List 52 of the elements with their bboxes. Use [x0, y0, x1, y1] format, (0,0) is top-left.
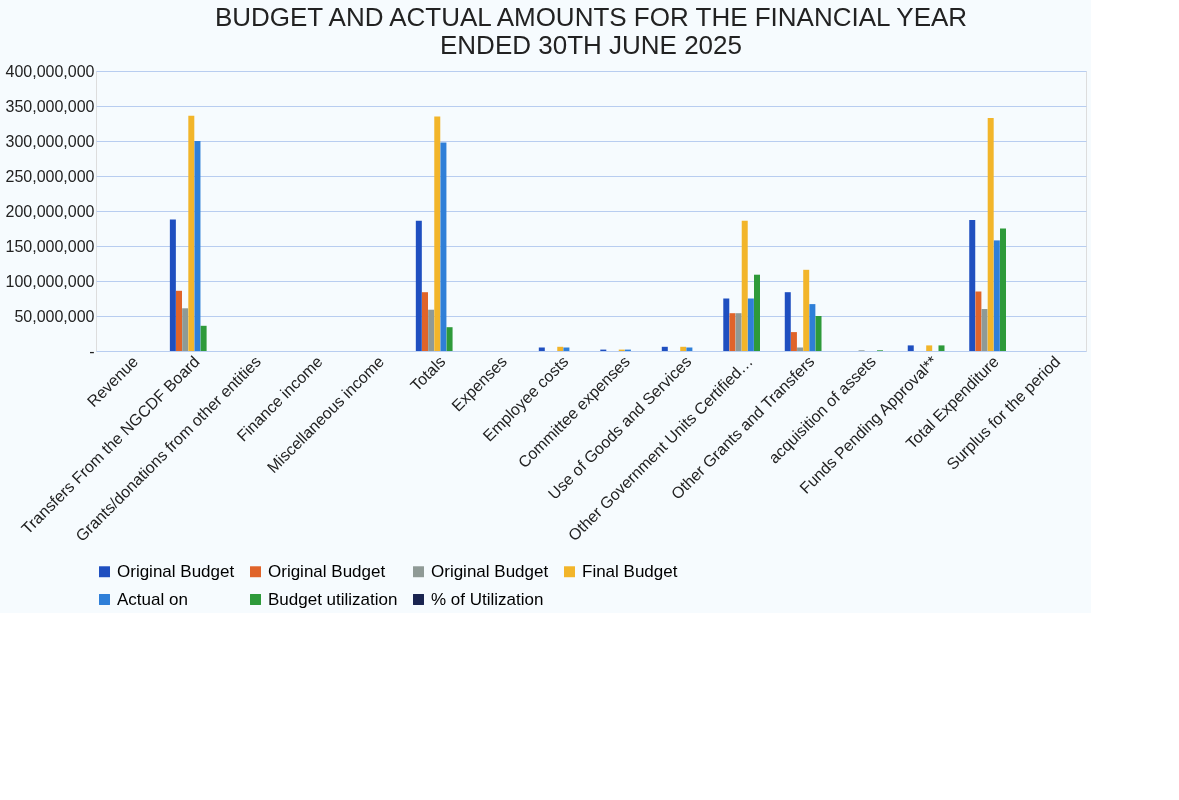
bar	[747, 298, 754, 351]
bar	[938, 345, 945, 351]
bar	[784, 292, 791, 351]
y-tick-label: 150,000,000	[5, 237, 95, 255]
bar	[926, 345, 933, 351]
y-tick-label: 200,000,000	[5, 202, 95, 220]
bar	[815, 316, 822, 351]
bar	[421, 292, 428, 351]
bar	[434, 116, 441, 351]
legend-label: Budget utilization	[268, 589, 398, 609]
y-tick-label: 100,000,000	[5, 272, 95, 290]
y-tick-label: 350,000,000	[5, 97, 95, 115]
bar	[790, 332, 797, 351]
bar	[999, 228, 1006, 351]
bar	[428, 309, 435, 351]
bar	[741, 220, 748, 351]
bar	[200, 325, 207, 351]
bar	[182, 308, 189, 351]
bar	[987, 117, 994, 351]
bar	[176, 290, 183, 351]
bar	[194, 141, 201, 351]
bar	[661, 346, 668, 351]
bar	[446, 327, 453, 351]
legend-label: Final Budget	[582, 561, 678, 581]
y-tick-label: -	[89, 342, 95, 360]
bar	[680, 346, 687, 351]
legend-label: Original Budget	[431, 561, 549, 581]
legend-label: % of Utilization	[431, 589, 544, 609]
y-tick-label: 250,000,000	[5, 167, 95, 185]
y-tick-label: 300,000,000	[5, 132, 95, 150]
bar	[440, 142, 447, 351]
bar	[557, 346, 564, 351]
bar	[723, 298, 730, 351]
legend-label: Original Budget	[117, 561, 235, 581]
bar	[907, 345, 914, 351]
bar	[975, 291, 982, 351]
bar	[169, 219, 176, 351]
legend-label: Original Budget	[268, 561, 386, 581]
bar	[188, 115, 195, 351]
bar	[415, 220, 422, 351]
bar	[735, 313, 742, 351]
bar	[981, 309, 988, 351]
chart-title: BUDGET AND ACTUAL AMOUNTS FOR THE FINANCIAL YEAR ENDED 30TH JUNE 2025	[214, 2, 968, 60]
y-tick-label: 400,000,000	[5, 62, 95, 80]
bar	[729, 313, 736, 351]
y-tick-label: 50,000,000	[14, 307, 95, 325]
bar	[809, 304, 816, 351]
bar	[754, 274, 761, 351]
bar	[993, 240, 1000, 351]
legend-label: Actual on	[117, 589, 188, 609]
bar	[969, 220, 976, 351]
bar	[803, 269, 810, 351]
